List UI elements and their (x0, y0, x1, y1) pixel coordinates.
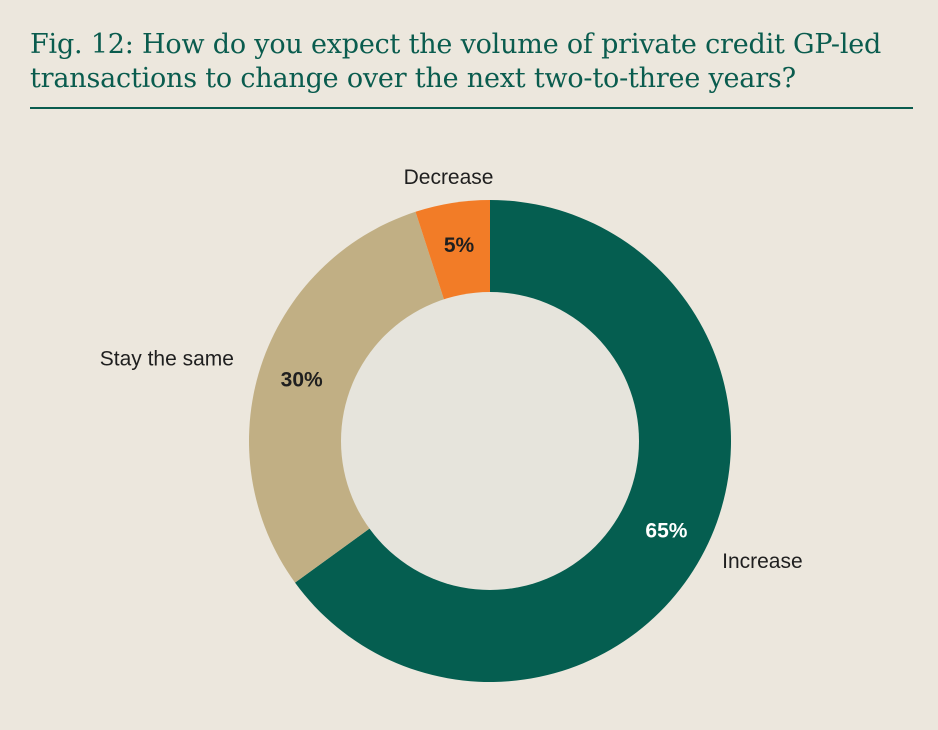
category-label-stay-the-same: Stay the same (100, 348, 234, 371)
donut-hole (341, 292, 639, 590)
value-label-decrease: 5% (444, 234, 475, 257)
title-rule (30, 107, 913, 109)
value-label-increase: 65% (645, 519, 687, 542)
category-label-decrease: Decrease (404, 166, 494, 189)
donut-labels: 65% Increase 30% Stay the same 5% Decrease (100, 166, 803, 573)
value-label-stay-the-same: 30% (281, 368, 323, 391)
chart-title: Fig. 12: How do you expect the volume of… (30, 29, 882, 94)
category-label-increase: Increase (722, 550, 803, 573)
